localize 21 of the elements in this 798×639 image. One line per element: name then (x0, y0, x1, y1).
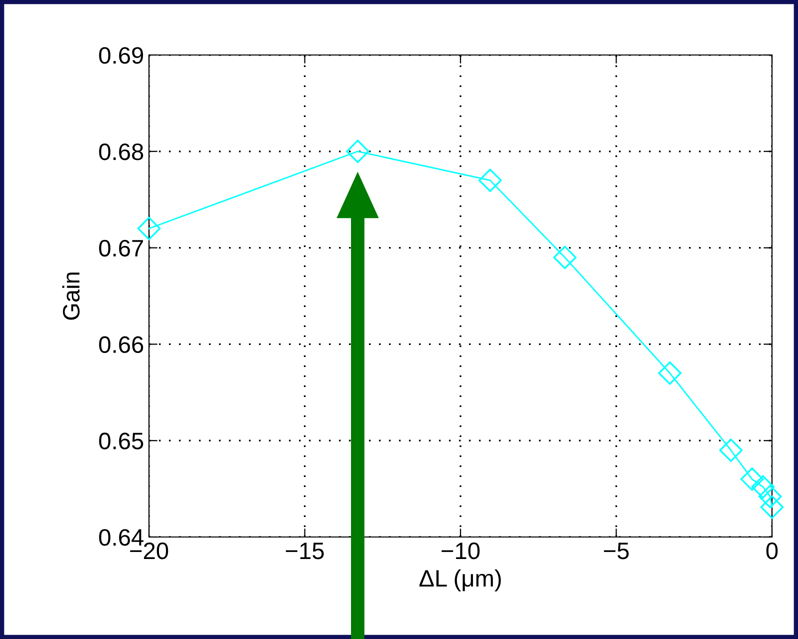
point (658, 361, 682, 385)
x-tick-label: −10 (442, 542, 480, 560)
point (740, 468, 764, 491)
point (760, 495, 784, 519)
y-tick-label: 0.67 (99, 240, 143, 257)
point (346, 140, 370, 164)
y-tick-label: 0.69 (99, 47, 144, 64)
y-tick-label: 0.66 (99, 336, 144, 353)
x-tick-label: −5 (604, 542, 629, 560)
y-tick-label: 0.68 (99, 143, 144, 160)
y-axis-title: Gain (62, 272, 80, 320)
point (478, 168, 502, 192)
point (719, 438, 743, 462)
point (553, 246, 576, 270)
y-tick-label: 0.65 (99, 432, 144, 450)
point (758, 484, 782, 508)
point (751, 475, 775, 499)
point (137, 216, 161, 240)
x-tick-label: 0 (766, 542, 778, 560)
x-tick-label: −15 (286, 542, 324, 560)
x-axis-title: ΔL (μm) (419, 569, 501, 592)
